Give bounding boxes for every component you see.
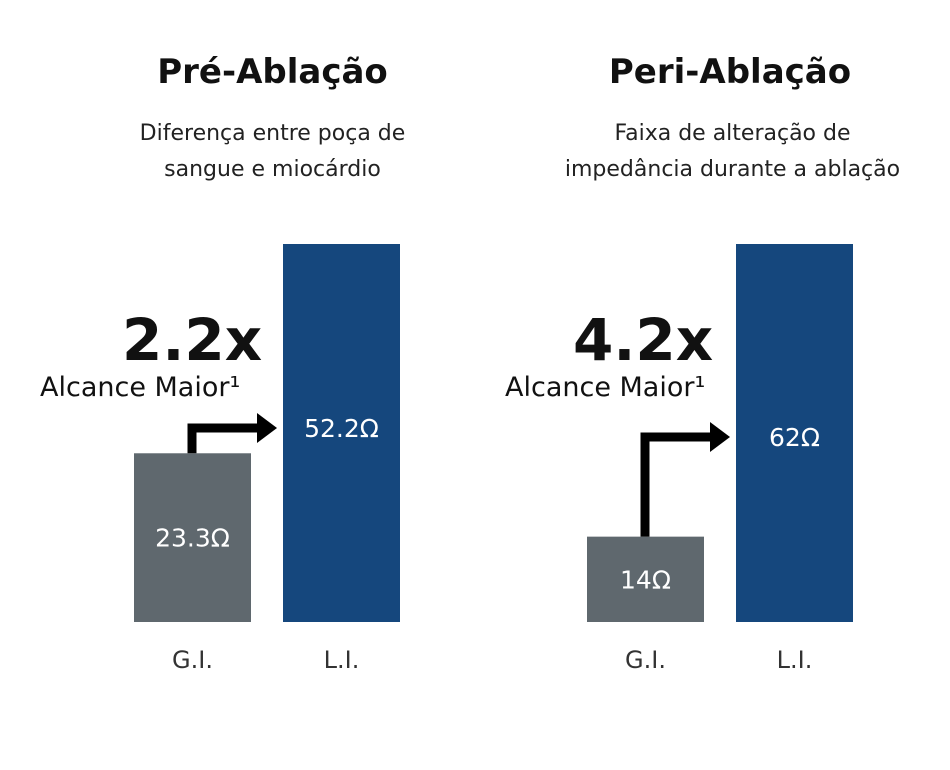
chart-subtitle-line: sangue e miocárdio [164, 157, 381, 182]
category-label: L.I. [777, 646, 813, 674]
chart-title: Peri-Ablação [608, 52, 852, 92]
chart-subtitle-line: Diferença entre poça de [139, 121, 406, 146]
data-label: 14Ω [620, 565, 671, 594]
reach-annotation: Alcance Maior¹ [505, 372, 706, 403]
bar-gi [134, 453, 251, 622]
bar-gi [587, 536, 704, 622]
data-label: 62Ω [769, 423, 820, 452]
chart-subtitle-line: impedância durante a ablação [564, 157, 901, 182]
category-label: G.I. [172, 646, 213, 674]
chart-subtitle-line: Faixa de alteração de [614, 121, 851, 146]
data-label: 23.3Ω [155, 524, 230, 553]
comparison-arrow [187, 423, 261, 454]
arrow-head-icon [710, 422, 730, 452]
bar-chart-pre-ablacao: G.I. L.I. 23.3Ω 52.2Ω [134, 244, 400, 674]
bar-li [736, 244, 853, 622]
bar-li [283, 244, 400, 622]
multiplier-value: 2.2x [122, 306, 263, 374]
comparison-arrow [640, 432, 714, 537]
bar-chart-peri-ablacao: G.I. L.I. 14Ω 62Ω [587, 244, 853, 674]
chart-subtitle: Diferença entre poça de sangue e miocárd… [100, 116, 445, 188]
chart-panel-pre-ablacao: Pré-Ablação Diferença entre poça de sang… [40, 52, 445, 674]
category-label: L.I. [324, 646, 360, 674]
chart-panel-peri-ablacao: Peri-Ablação Faixa de alteração de imped… [475, 0, 950, 770]
multiplier-value: 4.2x [573, 306, 714, 374]
data-label: 52.2Ω [304, 414, 379, 443]
chart-title: Pré-Ablação [157, 52, 388, 92]
chart-subtitle: Faixa de alteração de impedância durante… [535, 116, 930, 188]
arrow-head-icon [257, 413, 277, 443]
reach-annotation: Alcance Maior¹ [40, 372, 241, 403]
category-label: G.I. [625, 646, 666, 674]
